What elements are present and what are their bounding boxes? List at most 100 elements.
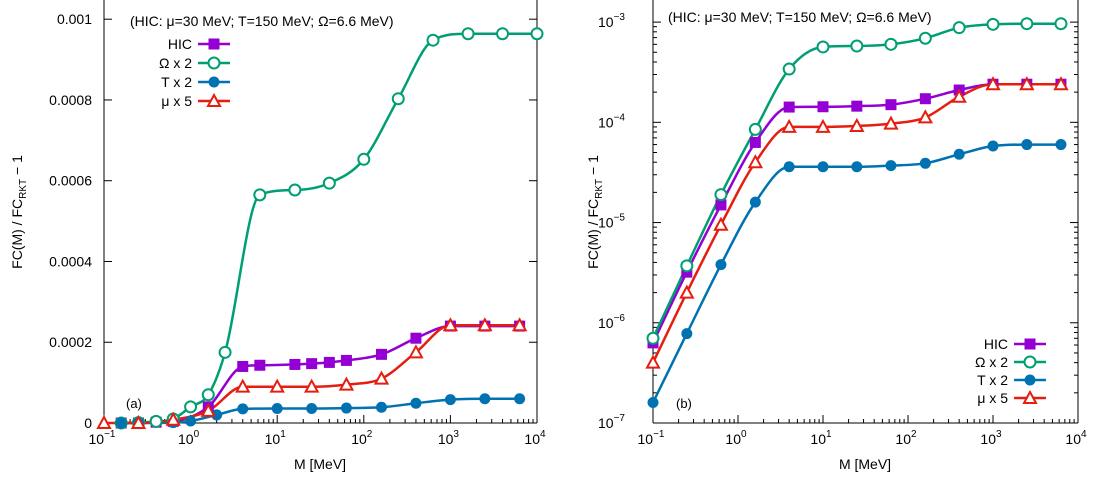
panel-b-y-tick-label: 10−4 <box>598 112 625 130</box>
panel-a-data-point <box>341 355 352 366</box>
panel-b-legend-label: μ x 5 <box>977 390 1008 406</box>
panel-a-data-point <box>532 28 543 39</box>
panel-b-data-point <box>750 124 761 135</box>
panel-a-data-point <box>497 28 508 39</box>
panel-a-x-tick-label: 103 <box>438 429 460 447</box>
panel-b-legend-label: HIC <box>984 336 1008 352</box>
panel-b-data-point <box>818 41 829 52</box>
panel-a-data-point <box>324 178 335 189</box>
panel-b-data-point <box>920 93 931 104</box>
panel-a-x-tick-label: 102 <box>351 429 373 447</box>
panel-a-data-point <box>410 398 421 409</box>
panel-b-data-point <box>648 397 659 408</box>
panel-b-data-point <box>954 149 965 160</box>
panel-b-x-axis-label: M [MeV] <box>839 456 891 472</box>
panel-a-data-point <box>479 393 490 404</box>
panel-a-x-tick-label: 100 <box>178 429 200 447</box>
panel-b-data-point <box>648 333 659 344</box>
panel-a-legend-marker <box>209 58 220 69</box>
panel-b-data-point <box>920 158 931 169</box>
panel-a-data-point <box>306 403 317 414</box>
panel-a-data-point <box>445 394 456 405</box>
panel-b-data-point <box>1021 18 1032 29</box>
panel-b-data-point <box>784 64 795 75</box>
panel-a-y-tick-label: 0.0002 <box>49 334 92 350</box>
panel-a-data-point <box>410 333 421 344</box>
panel-a-data-point <box>324 357 335 368</box>
panel-b-y-axis-label: FC(M) / FCRKT − 1 <box>585 155 605 269</box>
panel-a-data-point <box>463 28 474 39</box>
panel-b-data-point <box>715 189 726 200</box>
panel-b-annotation: (HIC: μ=30 MeV; T=150 MeV; Ω=6.6 MeV) <box>668 9 932 25</box>
panel-b-legend-marker <box>1025 339 1036 350</box>
panel-a-data-point <box>254 189 265 200</box>
panel-b-data-point <box>784 102 795 113</box>
panel-b-data-point <box>851 161 862 172</box>
panel-a-y-tick-label: 0 <box>84 415 92 431</box>
panel-b-data-point <box>851 41 862 52</box>
panel-b-data-point <box>988 141 999 152</box>
panel-a-data-point <box>185 415 196 426</box>
panel-b-data-point <box>885 99 896 110</box>
panel-b-data-point <box>681 260 692 271</box>
panel-a-data-point <box>376 349 387 360</box>
panel-b-data-point <box>885 39 896 50</box>
panel-b-data-point <box>681 287 693 298</box>
panel-a-data-point <box>306 358 317 369</box>
panel-b-data-point <box>851 101 862 112</box>
panel-a-data-point <box>393 93 404 104</box>
panel-b-y-tick-label: 10−3 <box>598 12 625 30</box>
panel-a-data-point <box>289 359 300 370</box>
panel-b-legend: HIC Ω x 2 T x 2 μ x 5 <box>975 336 1046 406</box>
panel-b-data-point <box>715 219 727 230</box>
panel-b-tick-labels: 10−1 100 101 102 103 10410−710−610−510−410−3 <box>598 12 1087 447</box>
panel-b-data-point <box>885 160 896 171</box>
panel-b-legend-marker <box>1025 357 1036 368</box>
panel-b-x-tick-label: 10−1 <box>638 429 665 447</box>
panel-a-x-tick-label: 101 <box>265 429 287 447</box>
panel-b-y-tick-label: 10−6 <box>598 313 625 331</box>
panel-a-x-tick-label: 104 <box>524 429 546 447</box>
panel-b-data-point <box>750 137 761 148</box>
panel-a-data-point <box>376 402 387 413</box>
panel-b-series-line <box>653 24 1061 339</box>
panel-a-data-point <box>220 347 231 358</box>
panel-a-data-point <box>151 416 162 427</box>
panel-b-x-tick-label: 102 <box>895 429 917 447</box>
panel-b-data-point <box>919 111 931 122</box>
panel-b-legend-marker <box>1025 375 1036 386</box>
panel-b-x-tick-label: 101 <box>810 429 832 447</box>
panel-a-data-point <box>375 373 387 384</box>
panel-a-data-point <box>341 403 352 414</box>
panel-a-data-point <box>428 35 439 46</box>
panel-b-data-point <box>715 259 726 270</box>
panel-a-data-point <box>358 154 369 165</box>
panel-b-data-point <box>818 101 829 112</box>
chart-panel-b: 10−1 100 101 102 103 10410−710−610−510−410−3 … <box>585 0 1087 472</box>
panel-a-data-point <box>254 360 265 371</box>
panel-a-y-tick-label: 0.0006 <box>49 173 92 189</box>
chart-panel-a: 10−1 100 101 102 103 104 0 0.0002 0.0004 0.0006 0.… <box>9 0 546 472</box>
panel-a-x-axis-label: M [MeV] <box>294 456 346 472</box>
panel-a-y-tick-label: 0.001 <box>57 11 92 27</box>
panel-b-x-tick-label: 103 <box>980 429 1002 447</box>
panel-b-data-point <box>1055 139 1066 150</box>
panel-b-data-point <box>1021 139 1032 150</box>
panel-a-data-point <box>237 361 248 372</box>
panel-b-y-tick-label: 10−5 <box>598 213 625 231</box>
panel-a-label: (a) <box>126 396 142 411</box>
panel-a-legend-label: HIC <box>168 36 192 52</box>
panel-b-legend-label: T x 2 <box>977 372 1008 388</box>
panel-a-legend-label: μ x 5 <box>161 93 192 109</box>
panel-b-x-tick-label: 104 <box>1065 429 1087 447</box>
panel-b-data-point <box>784 161 795 172</box>
panel-b-data-point <box>988 19 999 30</box>
panel-b-data-point <box>954 22 965 33</box>
panel-a-y-axis-label: FC(M) / FCRKT − 1 <box>9 155 29 269</box>
panel-a-annotation: (HIC: μ=30 MeV; T=150 MeV; Ω=6.6 MeV) <box>130 13 394 29</box>
panel-a-data-point <box>289 185 300 196</box>
panel-a-data-point <box>116 418 127 429</box>
panel-a-x-tick-label: 10−1 <box>89 429 116 447</box>
panel-a-data-point <box>272 403 283 414</box>
